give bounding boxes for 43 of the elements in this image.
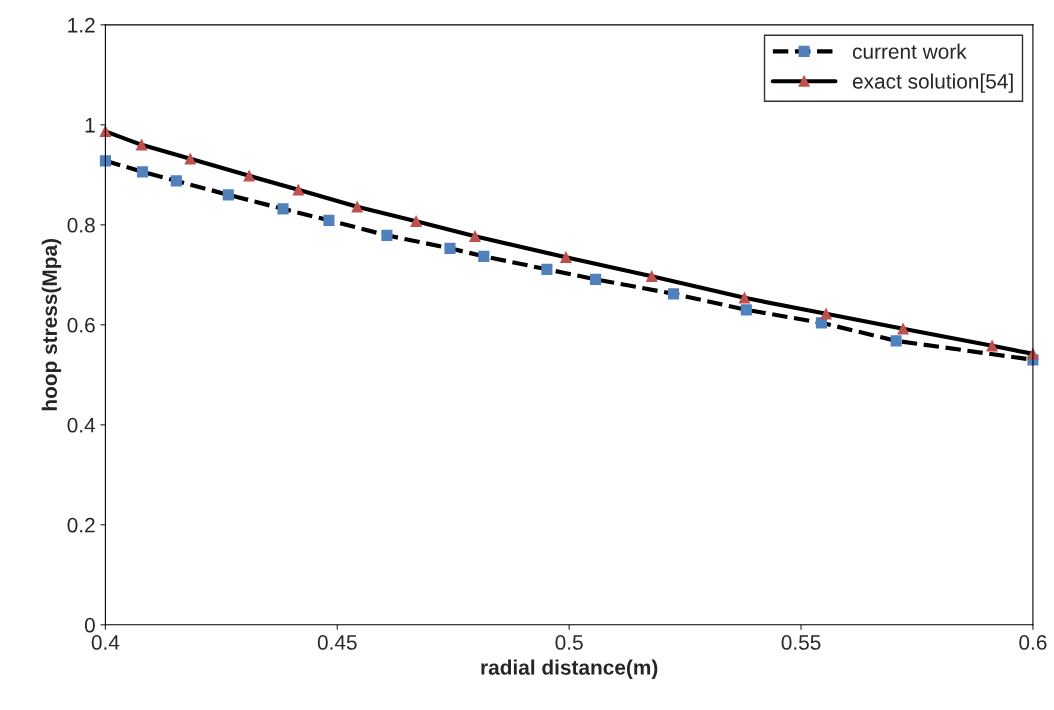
x-tick-label: 0.5 [555, 635, 583, 650]
y-tick-label: 1.2 [68, 17, 95, 33]
point [560, 251, 572, 263]
y-tick-label: 0.2 [67, 517, 95, 533]
point [444, 242, 456, 254]
point [478, 250, 490, 262]
point [292, 184, 304, 196]
point [99, 125, 111, 137]
point [667, 288, 680, 300]
point [351, 201, 363, 213]
point [469, 230, 481, 242]
x-tick-label: 0.55 [781, 635, 821, 650]
x-tick-label: 0.6 [1019, 635, 1047, 650]
point [184, 153, 196, 165]
point [323, 214, 335, 226]
x-tick-label: 0.45 [317, 635, 357, 650]
point [243, 170, 255, 182]
point [890, 335, 902, 347]
point [590, 273, 602, 285]
legend-label: exact solution[54] [852, 73, 1013, 93]
point [99, 155, 111, 167]
point [897, 323, 909, 335]
y-tick-label: 0 [84, 617, 95, 633]
point [170, 175, 182, 187]
y-tick-label: 1 [85, 118, 95, 133]
point [381, 229, 393, 241]
point [277, 203, 289, 215]
y-axis-title: hoop stress(Mpa) [41, 239, 62, 411]
point [986, 340, 998, 352]
y-tick-label: 0.6 [67, 317, 95, 333]
point [541, 263, 553, 275]
point [136, 139, 148, 151]
y-tick-label: 0.8 [67, 217, 95, 233]
y-tick-label: 0.4 [67, 417, 96, 433]
point [820, 308, 832, 320]
point [738, 292, 751, 304]
x-axis-title: radial distance(m) [481, 659, 658, 679]
point [222, 189, 234, 201]
legend-label: current work [852, 43, 967, 59]
point [136, 166, 149, 178]
point [740, 304, 752, 316]
point [646, 270, 658, 282]
point [410, 215, 422, 227]
